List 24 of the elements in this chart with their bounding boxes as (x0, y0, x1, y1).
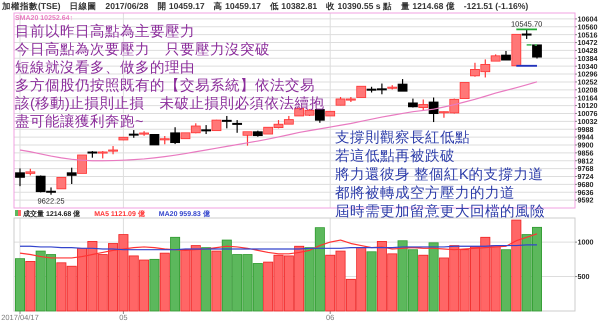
chart-title: 加權指數(TSE) 日線圖 2017/06/28 開 10459.17 高 10459.17 低 10382.81 收 10390.55 s 點 量 1214.68 億 -121.51 (-1.16%) (1, 1, 528, 11)
bar (15, 258, 25, 312)
line-series (19, 233, 538, 259)
annotation: 都將被轉成空方壓力的力道 (335, 184, 515, 202)
bar (511, 220, 522, 312)
annotation: 目前以昨日高點為主要壓力 (15, 23, 195, 40)
bar (25, 261, 36, 312)
annotation: 將力還彼身 整個紅K的支撐力道 (335, 166, 544, 183)
annotation: 短線就沒看多、做多的理由 (15, 59, 195, 76)
annotation: 今日高點為次要壓力 只要壓力沒突破 (15, 41, 270, 58)
bar (500, 249, 511, 312)
annotation: 若這低點再被跌破 (335, 148, 455, 164)
annotation: 支撐則觀察長紅低點 (335, 129, 470, 146)
bar (149, 258, 160, 312)
annotation: 多方個股仍按照既有的【交易系統】依法交易 (15, 77, 315, 94)
bar (428, 242, 439, 312)
bar (366, 251, 377, 312)
annotation: 盡可能讓獲利奔跑~ (15, 113, 144, 130)
bar (211, 250, 222, 312)
bar (418, 254, 428, 312)
annotation: 該(移動)止損則止損 未破止損則必須依法續抱 (15, 95, 325, 112)
bar (201, 247, 212, 312)
bar (160, 252, 170, 312)
bar (170, 236, 180, 312)
